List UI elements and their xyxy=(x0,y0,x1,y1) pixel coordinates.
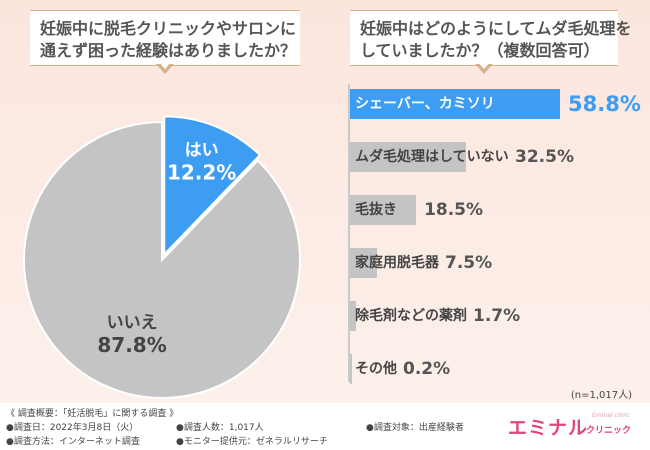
bar-value-1: 32.5% xyxy=(515,147,574,167)
bar-3 xyxy=(350,248,377,278)
bar-5 xyxy=(350,354,352,384)
survey-date: ●調査日：2022年3月8日（火） xyxy=(6,423,139,433)
bar-1 xyxy=(350,142,467,172)
pie-title-line-1: 妊娠中に脱毛クリニックやサロンに xyxy=(40,19,297,38)
pie-question-title: 妊娠中に脱毛クリニックやサロンに 通えず困った経験はありましたか？ xyxy=(30,10,300,66)
pie-slice-yes xyxy=(163,115,262,257)
brand-logo: エミナル xyxy=(508,417,589,439)
bar-value-4: 1.7% xyxy=(473,306,521,326)
bar-label-3: 家庭用脱毛器 xyxy=(355,255,439,271)
bar-value-0: 58.8% xyxy=(568,92,641,116)
brand-logo-sub: クリニック xyxy=(586,426,632,436)
bar-label-4: 除毛剤などの薬剤 xyxy=(355,308,467,324)
bar-label-5: その他 xyxy=(355,361,397,377)
survey-method: ●調査方法：インターネット調査 xyxy=(6,437,140,447)
pie-label-yes: はい xyxy=(185,141,219,161)
survey-people: ●調査人数：1,017人 xyxy=(176,423,264,433)
pie-title-pointer xyxy=(156,62,174,74)
pie-title-line-2: 通えず困った経験はありましたか？ xyxy=(40,41,297,60)
bar-label-2: 毛抜き xyxy=(355,202,397,218)
sample-size-note: (n=1,017人) xyxy=(570,390,632,401)
logo-english: Eminal clinic xyxy=(592,412,630,419)
survey-overview: 《 調査概要：「妊活脱毛」に関する調査 》 xyxy=(6,409,179,419)
bar-title-line-2: していましたか？（複数回答可） xyxy=(360,41,600,60)
survey-provider: ●モニター提供元：ゼネラルリサーチ xyxy=(176,437,328,447)
survey-target: ●調査対象：出産経験者 xyxy=(366,423,464,433)
bar-2 xyxy=(350,195,417,225)
bar-title-line-1: 妊娠中はどのようにしてムダ毛処理を xyxy=(360,19,632,38)
bar-value-3: 7.5% xyxy=(445,253,493,273)
pie-slice-no xyxy=(23,120,301,399)
bar-value-5: 0.2% xyxy=(403,359,451,379)
pie-label-no: いいえ xyxy=(107,313,158,333)
pie-value-yes: 12.2% xyxy=(167,161,236,185)
bar-0 xyxy=(350,89,560,119)
bar-label-1: ムダ毛処理はしていない xyxy=(355,149,509,165)
bar-title-pointer xyxy=(475,62,493,74)
bar-value-2: 18.5% xyxy=(424,200,484,220)
bar-4 xyxy=(350,301,357,331)
footer: 《 調査概要：「妊活脱毛」に関する調査 》 ●調査日：2022年3月8日（火） … xyxy=(0,403,650,450)
bar-label-0: シェーバー、カミソリ xyxy=(355,96,495,112)
bar-axis-line xyxy=(348,84,350,382)
pie-value-no: 87.8% xyxy=(97,333,166,357)
